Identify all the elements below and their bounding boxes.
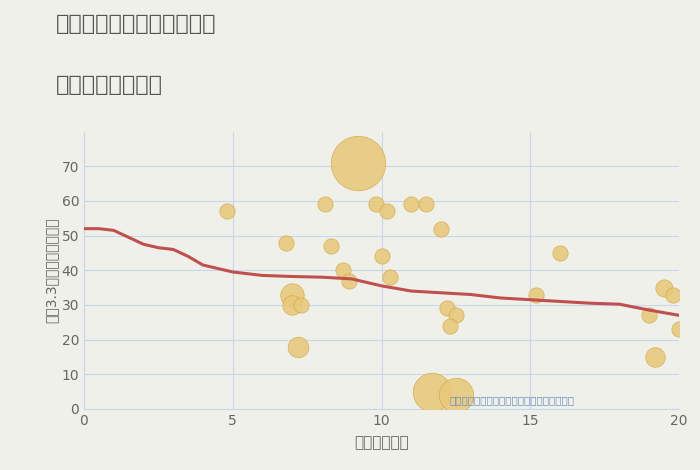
Point [673, 325, 685, 333]
Point [441, 305, 452, 312]
Point [352, 159, 363, 166]
Point [435, 225, 447, 233]
Point [554, 249, 566, 257]
Point [337, 266, 349, 274]
Point [659, 284, 670, 291]
Point [385, 274, 396, 281]
Point [650, 353, 661, 360]
Point [293, 343, 304, 350]
Point [281, 239, 292, 246]
Point [450, 312, 461, 319]
Point [295, 301, 307, 309]
X-axis label: 駅距離（分）: 駅距離（分） [354, 435, 409, 450]
Point [426, 388, 438, 395]
Point [319, 201, 330, 208]
Point [450, 391, 461, 399]
Point [668, 291, 679, 298]
Point [531, 291, 542, 298]
Point [376, 253, 387, 260]
Point [287, 301, 298, 309]
Point [287, 291, 298, 298]
Point [421, 201, 432, 208]
Point [370, 201, 381, 208]
Text: 円の大きさは、取引のあった物件面積を示す: 円の大きさは、取引のあった物件面積を示す [450, 395, 575, 405]
Point [444, 322, 456, 329]
Point [644, 312, 655, 319]
Point [343, 277, 354, 284]
Text: 駅距離別土地価格: 駅距離別土地価格 [56, 75, 163, 95]
Point [382, 208, 393, 215]
Text: 奈良県奈良市西千代ヶ丘の: 奈良県奈良市西千代ヶ丘の [56, 14, 216, 34]
Point [326, 242, 337, 250]
Point [406, 201, 417, 208]
Y-axis label: 坪（3.3㎡）単価（万円）: 坪（3.3㎡）単価（万円） [45, 218, 59, 323]
Point [221, 208, 232, 215]
